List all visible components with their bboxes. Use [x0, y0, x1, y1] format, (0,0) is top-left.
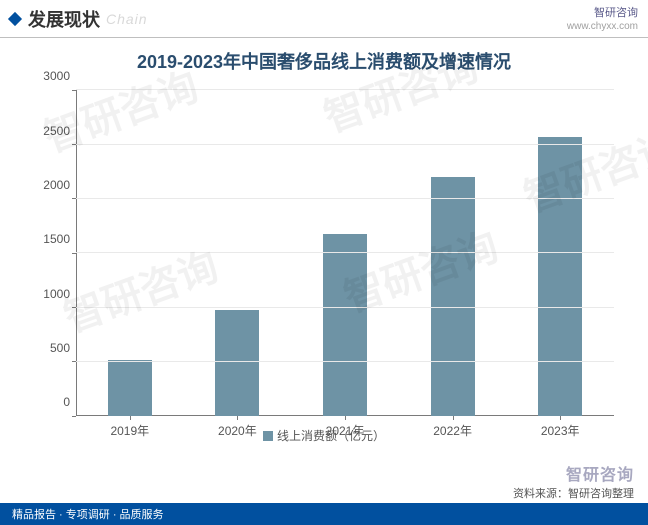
chain-label: Chain	[106, 11, 148, 27]
x-tick-mark	[453, 416, 454, 420]
y-tick-label: 1500	[43, 232, 70, 246]
x-tick-mark	[560, 416, 561, 420]
legend: 线上消费额（亿元）	[30, 427, 618, 444]
bar	[323, 234, 367, 417]
y-tick-label: 3000	[43, 69, 70, 83]
y-tick-label: 2500	[43, 124, 70, 138]
section-title: 发展现状	[28, 6, 100, 32]
header-left: 发展现状 Chain	[10, 6, 148, 32]
header-rule	[0, 37, 648, 38]
bar-slot: 2020年	[215, 90, 259, 416]
diamond-icon	[8, 12, 22, 26]
x-tick-mark	[237, 416, 238, 420]
y-tick-label: 500	[50, 341, 70, 355]
plot-area: 2019年2020年2021年2022年2023年 05001000150020…	[76, 90, 614, 416]
y-tick-label: 2000	[43, 178, 70, 192]
grid-line	[76, 89, 614, 90]
y-tick-mark	[72, 144, 76, 145]
grid-line	[76, 252, 614, 253]
brand-url: www.chyxx.com	[567, 20, 638, 33]
grid-line	[76, 198, 614, 199]
chart: 2019年 2020年 2021年 2022年 2023年 0 500 1000 1500 20…	[30, 90, 618, 450]
header: 发展现状 Chain 智研咨询 www.chyxx.com	[0, 0, 648, 33]
y-tick-label: 0	[63, 395, 70, 409]
source-line: 资料来源：智研咨询整理	[513, 485, 634, 501]
bar-slot: 2022年	[431, 90, 475, 416]
header-right: 智研咨询 www.chyxx.com	[567, 6, 638, 33]
legend-swatch-icon	[263, 431, 273, 441]
x-tick-mark	[345, 416, 346, 420]
y-tick-mark	[72, 90, 76, 91]
x-tick-mark	[130, 416, 131, 420]
bar-slot: 2023年	[538, 90, 582, 416]
bar	[108, 360, 152, 417]
grid-line	[76, 361, 614, 362]
corner-brand: 智研咨询	[566, 461, 634, 485]
footer-left: 精品报告 · 专项调研 · 品质服务	[12, 506, 164, 522]
y-tick-mark	[72, 198, 76, 199]
bar-slot: 2019年	[108, 90, 152, 416]
brand-name: 智研咨询	[567, 6, 638, 20]
grid-line	[76, 144, 614, 145]
y-tick-label: 1000	[43, 287, 70, 301]
chart-title: 2019-2023年中国奢侈品线上消费额及增速情况	[0, 48, 648, 74]
y-tick-mark	[72, 361, 76, 362]
bars-layer: 2019年 2020年 2021年 2022年 2023年	[76, 90, 614, 416]
bar	[215, 310, 259, 416]
y-tick-mark	[72, 416, 76, 417]
legend-label: 线上消费额（亿元）	[277, 429, 385, 443]
grid-line	[76, 307, 614, 308]
bar	[538, 137, 582, 416]
bar-slot: 2021年	[323, 90, 367, 416]
y-tick-mark	[72, 307, 76, 308]
footer: 精品报告 · 专项调研 · 品质服务	[0, 503, 648, 525]
y-tick-mark	[72, 253, 76, 254]
bar	[431, 177, 475, 416]
